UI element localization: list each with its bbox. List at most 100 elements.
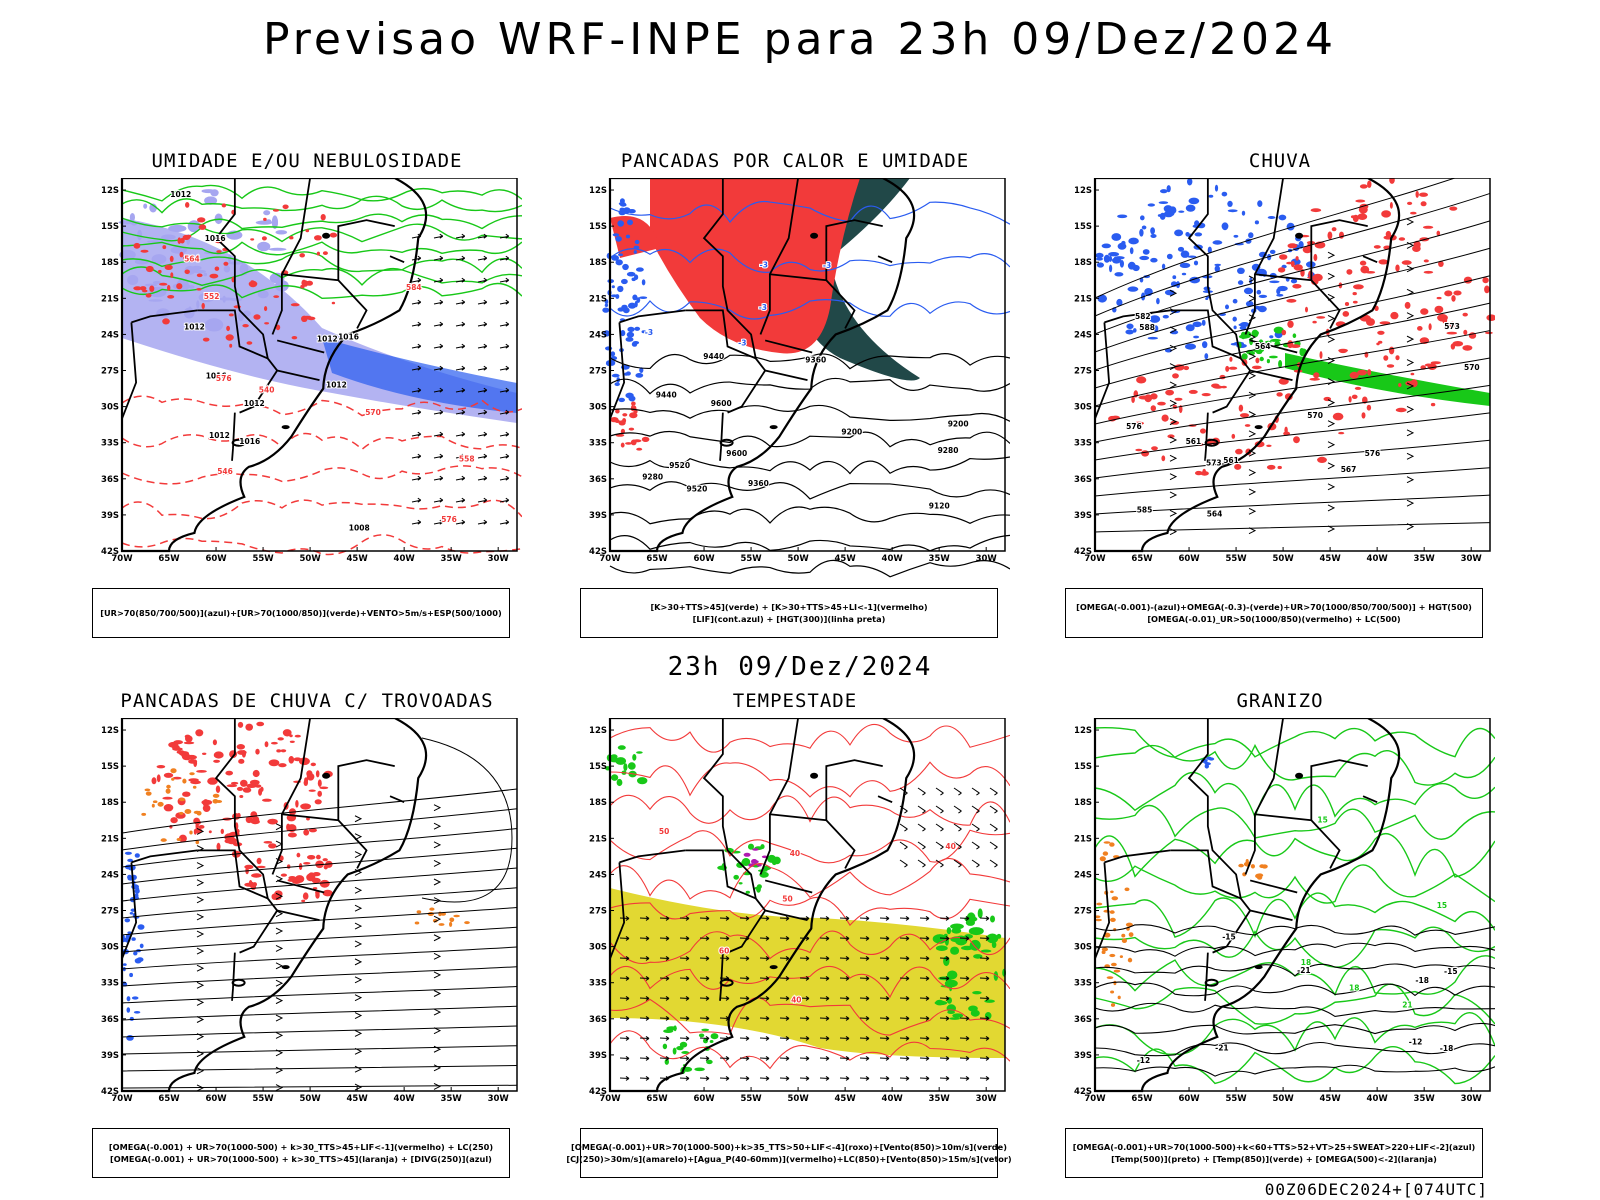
field-patch (620, 330, 626, 337)
field-patch (1434, 305, 1444, 314)
field-patch (1233, 234, 1239, 238)
field-patch (631, 277, 636, 282)
field-patch (246, 341, 253, 345)
field-patch (603, 330, 610, 337)
contour-label: 40 (791, 996, 801, 1005)
wind-vector (719, 1056, 730, 1061)
panel-caption: [OMEGA(-0.001) + UR>70(1000-500) + k>30_… (92, 1128, 510, 1178)
field-patch (1150, 234, 1157, 238)
contour-label: 18 (1349, 984, 1359, 993)
field-patches (743, 848, 768, 867)
field-patch (635, 373, 644, 378)
field-patch (1201, 393, 1211, 397)
field-patch (617, 220, 624, 227)
wind-vector (979, 1056, 990, 1061)
wind-vector (779, 976, 790, 981)
lat-tick-label: 36S (101, 1015, 119, 1025)
field-patch (276, 749, 282, 753)
field-patch (736, 862, 744, 868)
field-patch (641, 330, 647, 334)
field-patch (152, 280, 161, 285)
lon-tick-label: 45W (347, 554, 369, 564)
field-patch (303, 829, 310, 836)
field-patch (1110, 890, 1114, 894)
wind-vector (719, 1076, 730, 1081)
panel-thunderstorm-showers: PANCADAS DE CHUVA C/ TROVOADAS 12S 15S 18S… (92, 690, 522, 1178)
wind-vector (959, 996, 970, 1001)
wind-vector (919, 976, 930, 981)
field-patch (1162, 314, 1169, 319)
stream-arrow (433, 1064, 442, 1072)
field-patch (1121, 938, 1127, 943)
field-patch (268, 759, 280, 767)
field-patch (1451, 295, 1456, 302)
contour-label: 9520 (687, 484, 708, 493)
stream-arrow (1169, 418, 1178, 426)
field-patch (275, 324, 281, 331)
field-patch (679, 1041, 688, 1048)
field-patch (1266, 444, 1272, 447)
field-patch (255, 784, 262, 788)
field-patch (202, 337, 210, 342)
field-patch (752, 848, 759, 851)
field-patch (626, 271, 636, 277)
wind-vector (839, 956, 850, 961)
panel-caption: [OMEGA(-0.001)+UR>70(1000-500)+k>35_TTS>… (566, 1128, 1012, 1178)
field-patch (149, 285, 155, 292)
field-patch (1265, 340, 1272, 344)
field-patch (1436, 230, 1441, 236)
field-patch (1388, 346, 1395, 355)
state-border (276, 339, 325, 354)
stream-arrow (1327, 357, 1336, 364)
field-patch (244, 882, 254, 887)
wind-vector (919, 1056, 930, 1061)
field-patch (626, 331, 635, 338)
lon-tick-label: 70W (599, 554, 621, 564)
wind-vector (455, 299, 466, 305)
stream-arrow (1248, 391, 1257, 399)
field-patch (1202, 290, 1213, 293)
field-patch (224, 839, 232, 844)
field-patch (624, 372, 629, 376)
contour-line (121, 465, 522, 485)
stream-arrow (275, 1084, 284, 1092)
field-patch (618, 253, 623, 256)
wind-vector (839, 1076, 850, 1081)
field-patch (151, 777, 157, 785)
field-patch (1180, 250, 1190, 258)
field-patch (302, 892, 309, 900)
streamline (121, 986, 518, 1004)
contour-lines (609, 723, 1010, 1070)
lat-tick-label: 30S (1074, 403, 1092, 413)
wind-vector (919, 996, 930, 1001)
streamline (1094, 302, 1491, 389)
field-patch (610, 351, 616, 357)
wind-vector (971, 859, 980, 868)
field-patch (611, 285, 615, 289)
streamline (121, 1065, 518, 1072)
stream-arrow (1327, 378, 1336, 386)
contour-lines (121, 395, 522, 556)
lat-tick-label: 15S (101, 222, 119, 232)
field-patch (287, 864, 291, 869)
field-patch (604, 299, 609, 305)
stream-arrow (275, 997, 284, 1005)
lon-tick-label: 40W (394, 1094, 416, 1104)
field-patch (329, 232, 338, 238)
lon-tick-label: 30W (976, 554, 998, 564)
field-patch (265, 219, 272, 223)
state-border (1104, 309, 1171, 324)
wind-vector (859, 996, 870, 1001)
caption-line-1: [OMEGA(-0.001) + UR>70(1000-500) + k>30_… (108, 1142, 494, 1152)
federal-district (322, 772, 331, 779)
stream-arrow (354, 1012, 363, 1019)
field-patch (1169, 206, 1177, 214)
field-patch (157, 801, 164, 807)
field-patch (290, 303, 300, 307)
lat-tick-label: 24S (101, 870, 119, 880)
wind-vector (477, 321, 488, 327)
field-patch (416, 910, 422, 914)
lat-tick-label: 21S (101, 294, 119, 304)
stream-arrow (196, 947, 205, 955)
field-patch (213, 759, 220, 763)
